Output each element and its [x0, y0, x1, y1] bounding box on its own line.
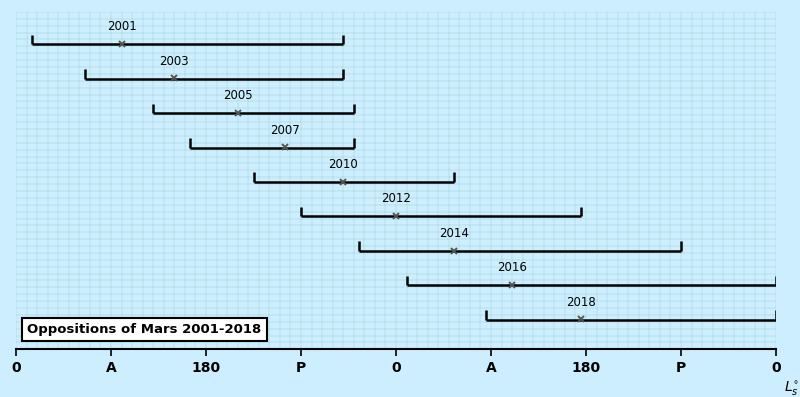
Text: 2005: 2005 — [223, 89, 253, 102]
Text: 2003: 2003 — [159, 55, 189, 68]
Text: 2010: 2010 — [328, 158, 358, 171]
Text: 2007: 2007 — [270, 123, 300, 137]
Text: 2014: 2014 — [439, 227, 469, 240]
Text: 2016: 2016 — [497, 261, 527, 274]
Text: 2012: 2012 — [381, 193, 411, 205]
Text: 2001: 2001 — [106, 20, 137, 33]
Text: 2018: 2018 — [566, 296, 595, 309]
Text: Oppositions of Mars 2001-2018: Oppositions of Mars 2001-2018 — [27, 323, 262, 336]
Text: $L_s^{\circ}$: $L_s^{\circ}$ — [784, 380, 799, 397]
